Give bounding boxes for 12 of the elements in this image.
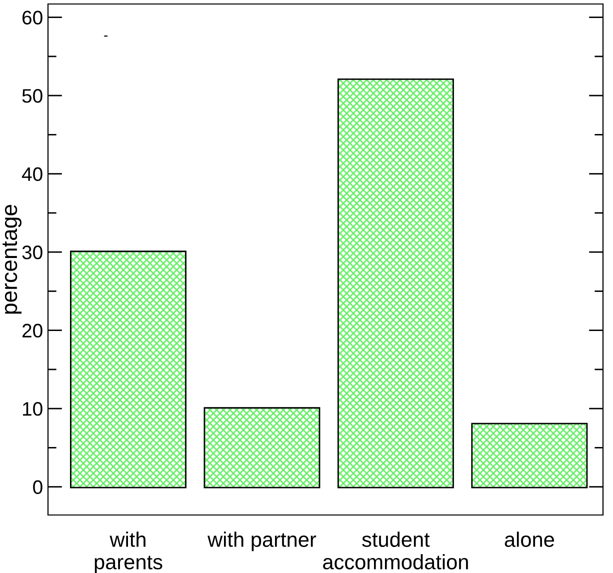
y-tick-label: 40 <box>22 167 42 182</box>
y-tick-label: 0 <box>33 480 42 494</box>
x-tick-label: alone <box>504 532 554 547</box>
x-tick-label: student accommodation <box>323 532 468 570</box>
x-tick-label: with partner <box>208 532 316 552</box>
y-axis-title: percentage <box>2 204 22 314</box>
y-tick-label: 60 <box>22 10 42 25</box>
annotation: - <box>104 36 108 37</box>
y-tick-label: 20 <box>22 324 42 338</box>
y-tick-label: 30 <box>22 246 42 260</box>
y-tick-label: 10 <box>22 402 42 416</box>
y-tick-label: 50 <box>22 89 42 103</box>
